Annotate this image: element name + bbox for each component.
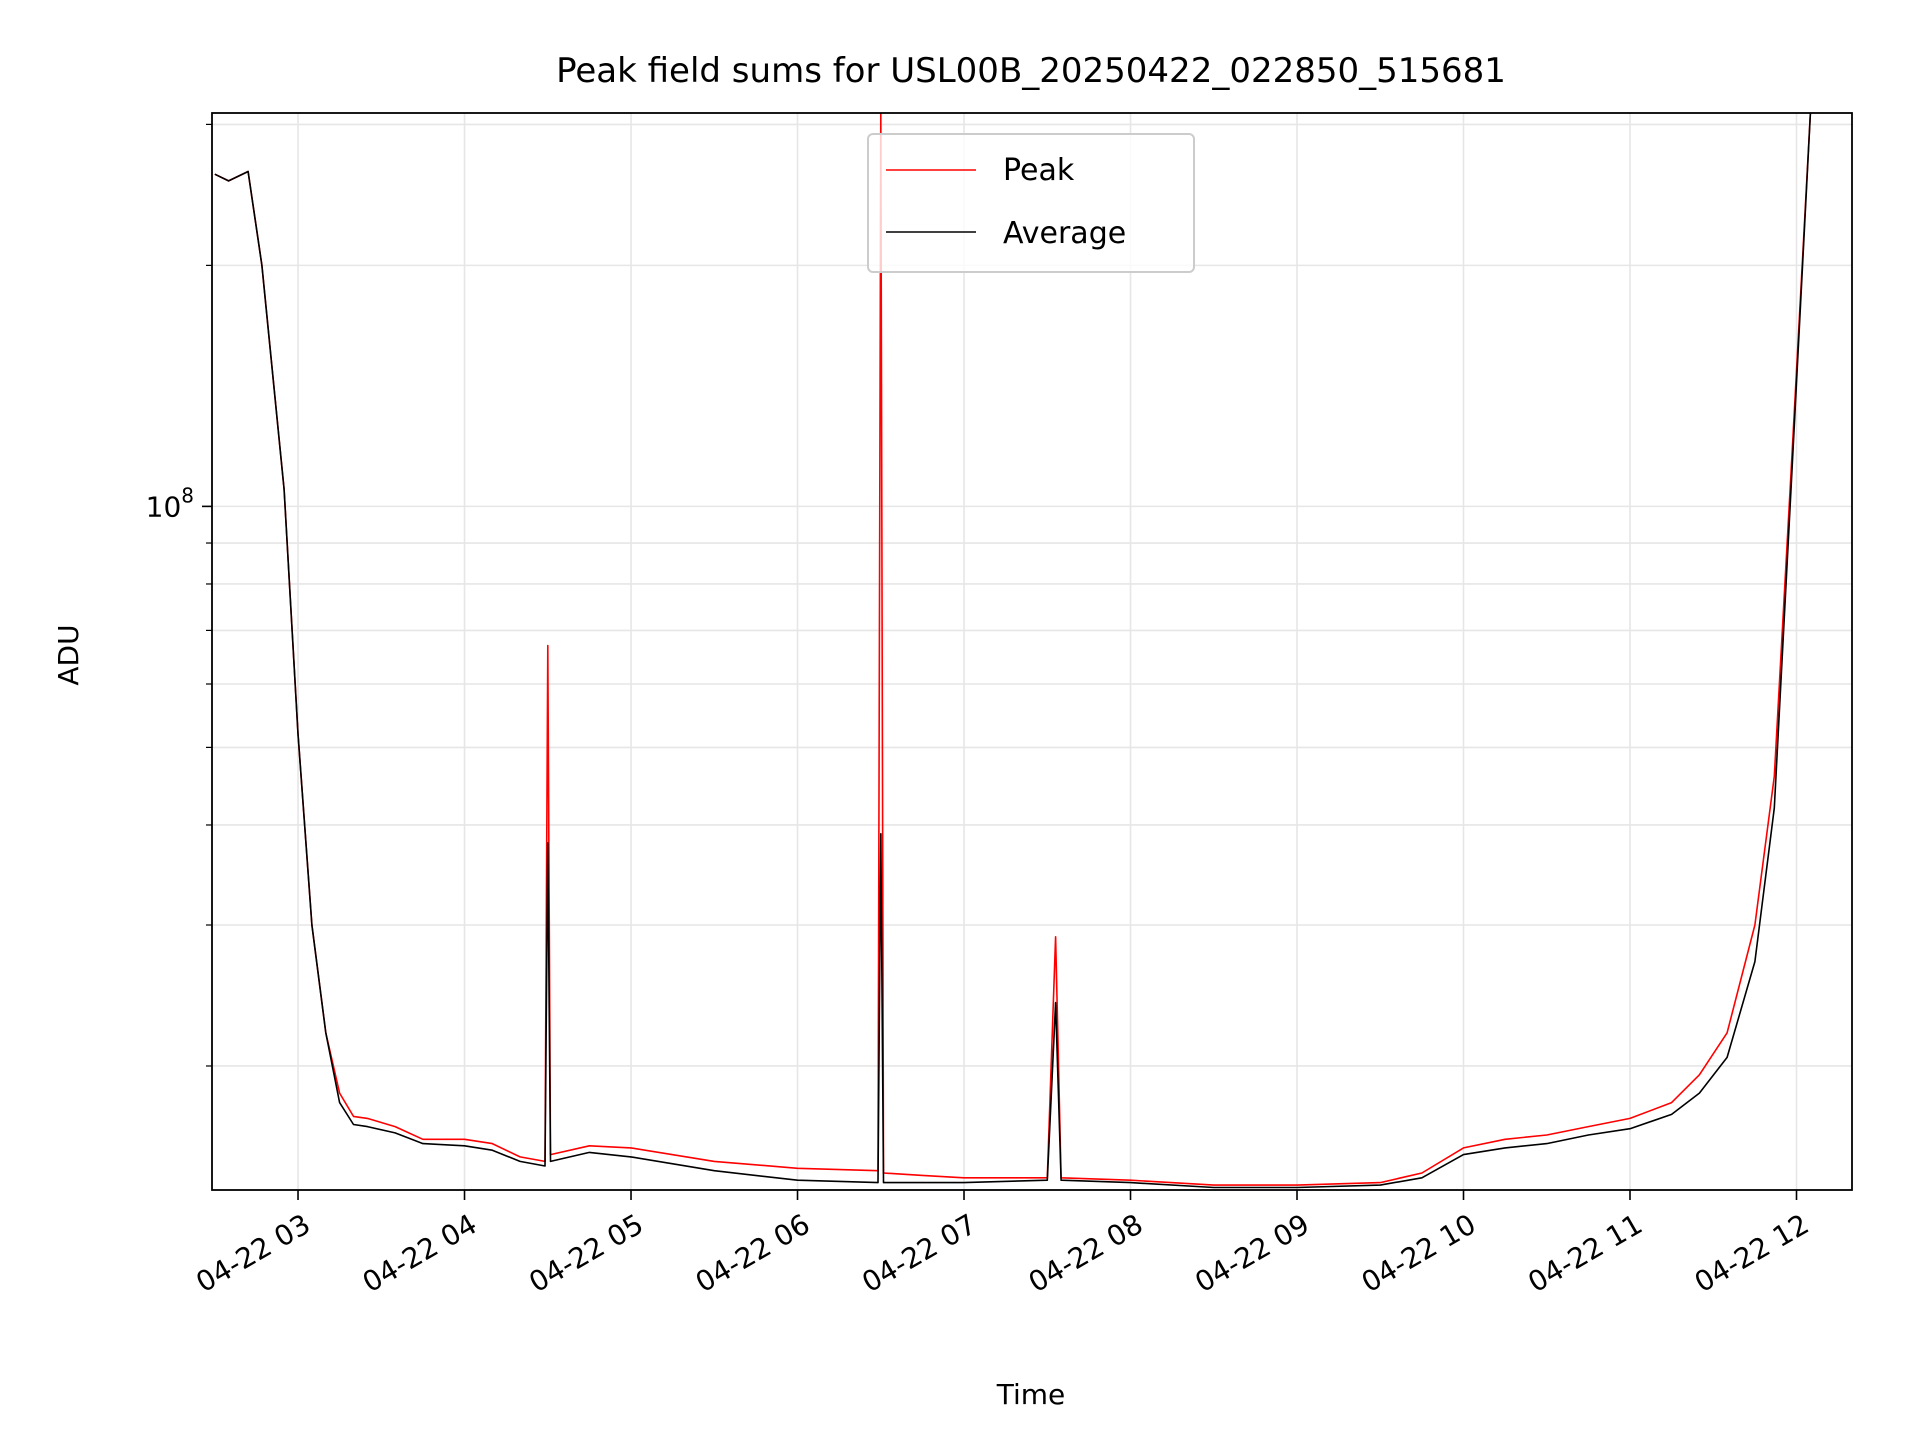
chart-title: Peak field sums for USL00B_20250422_0228…	[556, 51, 1506, 91]
series-line-peak	[214, 113, 1812, 1186]
x-axis-label: Time	[996, 1378, 1066, 1411]
legend-label-peak: Peak	[1003, 153, 1075, 188]
y-tick-label: 108	[146, 483, 194, 523]
series-line-average	[214, 113, 1812, 1189]
grid-lines	[212, 113, 1852, 1190]
plot-frame	[211, 112, 1853, 1191]
y-axis-label: ADU	[52, 624, 85, 685]
legend-label-average: Average	[1003, 216, 1126, 251]
y-tick-label-base: 10	[146, 490, 182, 523]
legend-box	[867, 133, 1195, 273]
y-tick-label-exponent: 8	[181, 483, 194, 507]
chart-text: Peak field sums for USL00B_20250422_0228…	[52, 51, 1506, 1411]
legend: Peak Average	[867, 133, 1195, 273]
series-lines	[214, 113, 1812, 1189]
